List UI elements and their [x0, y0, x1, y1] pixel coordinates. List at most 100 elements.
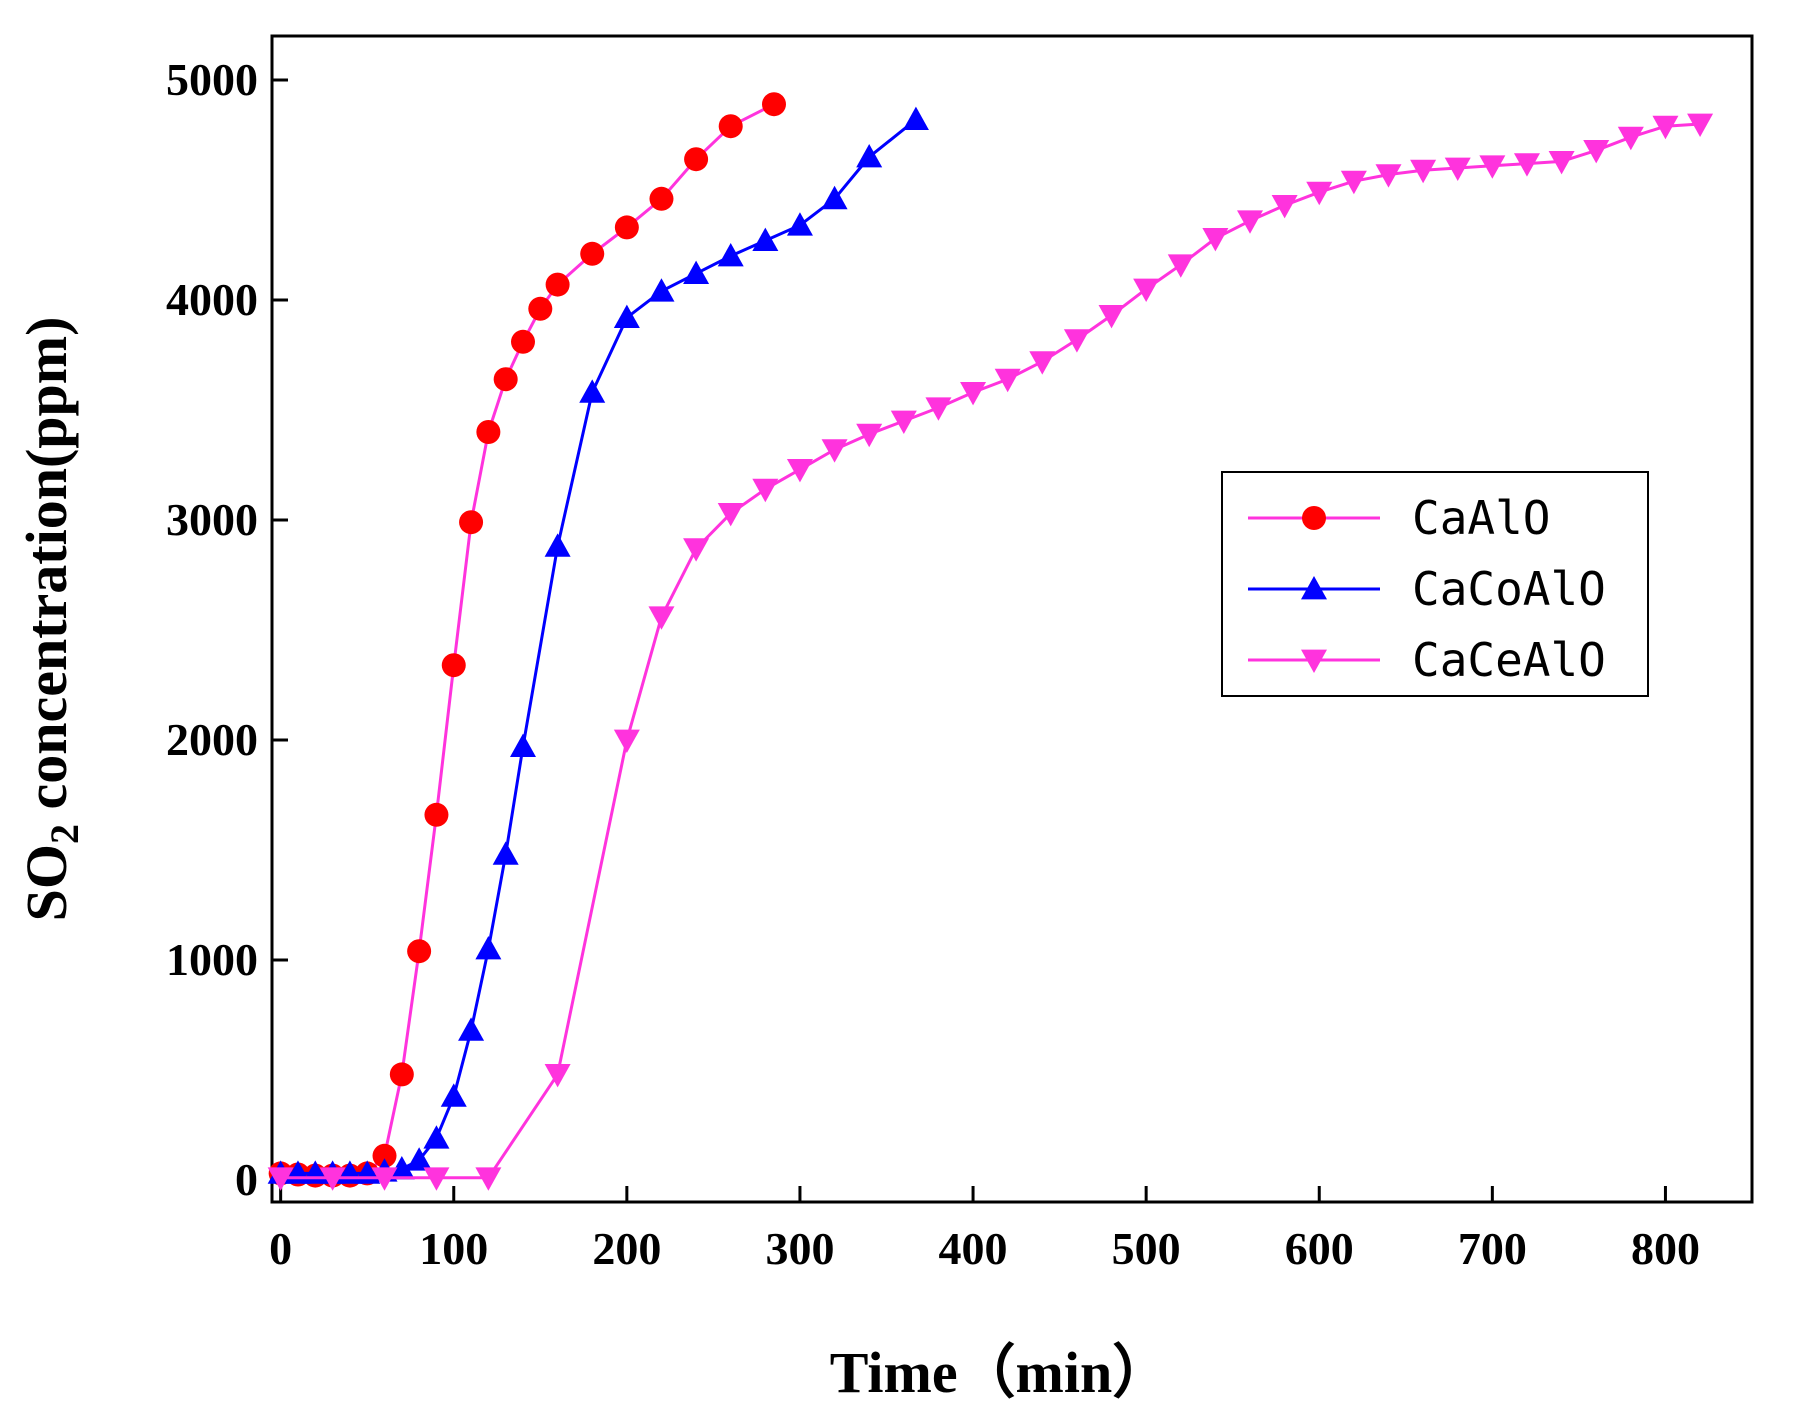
data-point-cacealo [821, 439, 848, 463]
data-point-cacoalo [492, 841, 519, 865]
data-point-cacealo [1063, 329, 1090, 353]
x-tick-label: 400 [939, 1223, 1008, 1274]
data-point-caalo [761, 92, 786, 117]
data-point-cacealo [683, 538, 710, 562]
legend-marker-cacealo [1301, 649, 1327, 673]
data-point-cacealo [1479, 155, 1506, 179]
x-tick-label: 600 [1285, 1223, 1354, 1274]
data-point-cacealo [1687, 113, 1714, 137]
y-axis-title-suffix: concentration(ppm) [14, 317, 79, 824]
series-line-caalo [280, 102, 775, 1178]
data-point-caalo [476, 420, 501, 444]
data-point-cacealo [856, 423, 883, 448]
data-point-caalo [718, 114, 743, 139]
data-point-cacealo [1237, 210, 1264, 234]
data-point-cacealo [1583, 140, 1610, 164]
series-cacealo [267, 113, 1714, 1191]
legend-item-cacoalo: CaCoAlO [1248, 562, 1606, 616]
data-point-caalo [510, 329, 535, 354]
data-point-cacealo [1410, 159, 1437, 184]
x-tick-label: 200 [592, 1223, 661, 1274]
data-point-cacealo [786, 459, 813, 483]
data-point-cacealo [717, 503, 744, 527]
data-point-cacealo [890, 410, 917, 434]
data-point-cacealo [423, 1167, 450, 1191]
x-tick-label: 700 [1458, 1223, 1527, 1274]
data-point-caalo [684, 147, 709, 172]
data-point-cacoalo [579, 379, 606, 403]
y-axis-ticks: 0 1000 2000 3000 4000 5000 [166, 54, 288, 1205]
y-tick-label: 4000 [166, 274, 258, 325]
data-point-caalo [580, 241, 605, 266]
legend-item-caalo: CaAlO [1248, 491, 1550, 545]
data-point-cacealo [752, 478, 779, 503]
data-point-cacealo [613, 729, 640, 753]
data-point-cacealo [1202, 228, 1229, 252]
series-caalo [268, 92, 786, 1188]
data-point-cacoalo [821, 185, 848, 210]
x-axis-ticks: 0 100 200 300 400 500 600 700 800 [269, 1186, 1700, 1274]
data-point-caalo [545, 272, 570, 297]
y-axis-title: SO2 concentration(ppm) [14, 317, 87, 922]
data-point-cacealo [1340, 170, 1367, 195]
y-tick-label: 0 [235, 1154, 258, 1205]
legend-marker-caalo [1302, 506, 1326, 530]
data-point-caalo [614, 215, 639, 240]
series-line-cacoalo [280, 118, 917, 1175]
data-point-cacealo [1098, 305, 1125, 329]
y-tick-label: 5000 [166, 54, 258, 105]
data-point-cacealo [1133, 278, 1160, 302]
y-axis-title-prefix: SO [14, 844, 79, 921]
y-tick-label: 3000 [166, 494, 258, 545]
y-tick-label: 1000 [166, 934, 258, 985]
data-point-cacealo [371, 1167, 398, 1191]
series-layer [267, 92, 1714, 1191]
data-point-cacealo [1652, 115, 1679, 140]
data-point-cacealo [1167, 254, 1194, 278]
data-point-cacoalo [544, 533, 571, 557]
data-point-caalo [441, 653, 466, 678]
data-point-cacoalo [458, 1017, 485, 1041]
data-point-cacealo [267, 1167, 294, 1191]
x-tick-label: 100 [419, 1223, 488, 1274]
data-point-cacealo [994, 368, 1021, 393]
data-point-cacoalo [648, 278, 675, 302]
data-point-cacealo [648, 606, 675, 630]
data-point-cacealo [1617, 126, 1644, 151]
data-point-caalo [424, 802, 449, 827]
data-point-cacealo [475, 1167, 502, 1191]
data-point-cacealo [319, 1167, 346, 1191]
data-point-cacoalo [388, 1156, 415, 1180]
data-point-cacealo [544, 1064, 571, 1088]
data-point-cacoalo [475, 936, 502, 960]
data-point-cacoalo [613, 304, 640, 328]
data-point-cacoalo [683, 260, 710, 284]
data-point-cacealo [1444, 157, 1471, 181]
y-axis-title-subscript: 2 [42, 824, 87, 844]
data-point-cacoalo [717, 243, 744, 267]
data-point-cacealo [1271, 195, 1298, 219]
data-point-caalo [649, 186, 674, 211]
plot-frame [270, 34, 1754, 1204]
legend-label-cacoalo: CaCoAlO [1412, 562, 1606, 616]
data-point-cacoalo [423, 1125, 450, 1149]
data-point-cacealo [925, 397, 952, 421]
data-point-caalo [528, 296, 553, 321]
data-point-caalo [389, 1062, 414, 1087]
legend-item-cacealo: CaCeAlO [1248, 633, 1606, 687]
data-point-cacoalo [440, 1083, 467, 1107]
data-point-cacealo [1029, 351, 1056, 375]
data-point-cacealo [1548, 151, 1575, 175]
data-point-cacealo [1375, 164, 1402, 188]
x-tick-label: 500 [1112, 1223, 1181, 1274]
data-point-cacoalo [509, 733, 536, 757]
data-point-caalo [493, 367, 518, 392]
series-cacoalo [267, 106, 929, 1184]
x-tick-label: 0 [269, 1223, 292, 1274]
data-point-cacoalo [406, 1147, 433, 1171]
data-point-cacealo [1513, 153, 1540, 177]
data-point-cacealo [960, 382, 987, 406]
data-point-caalo [372, 1143, 397, 1168]
